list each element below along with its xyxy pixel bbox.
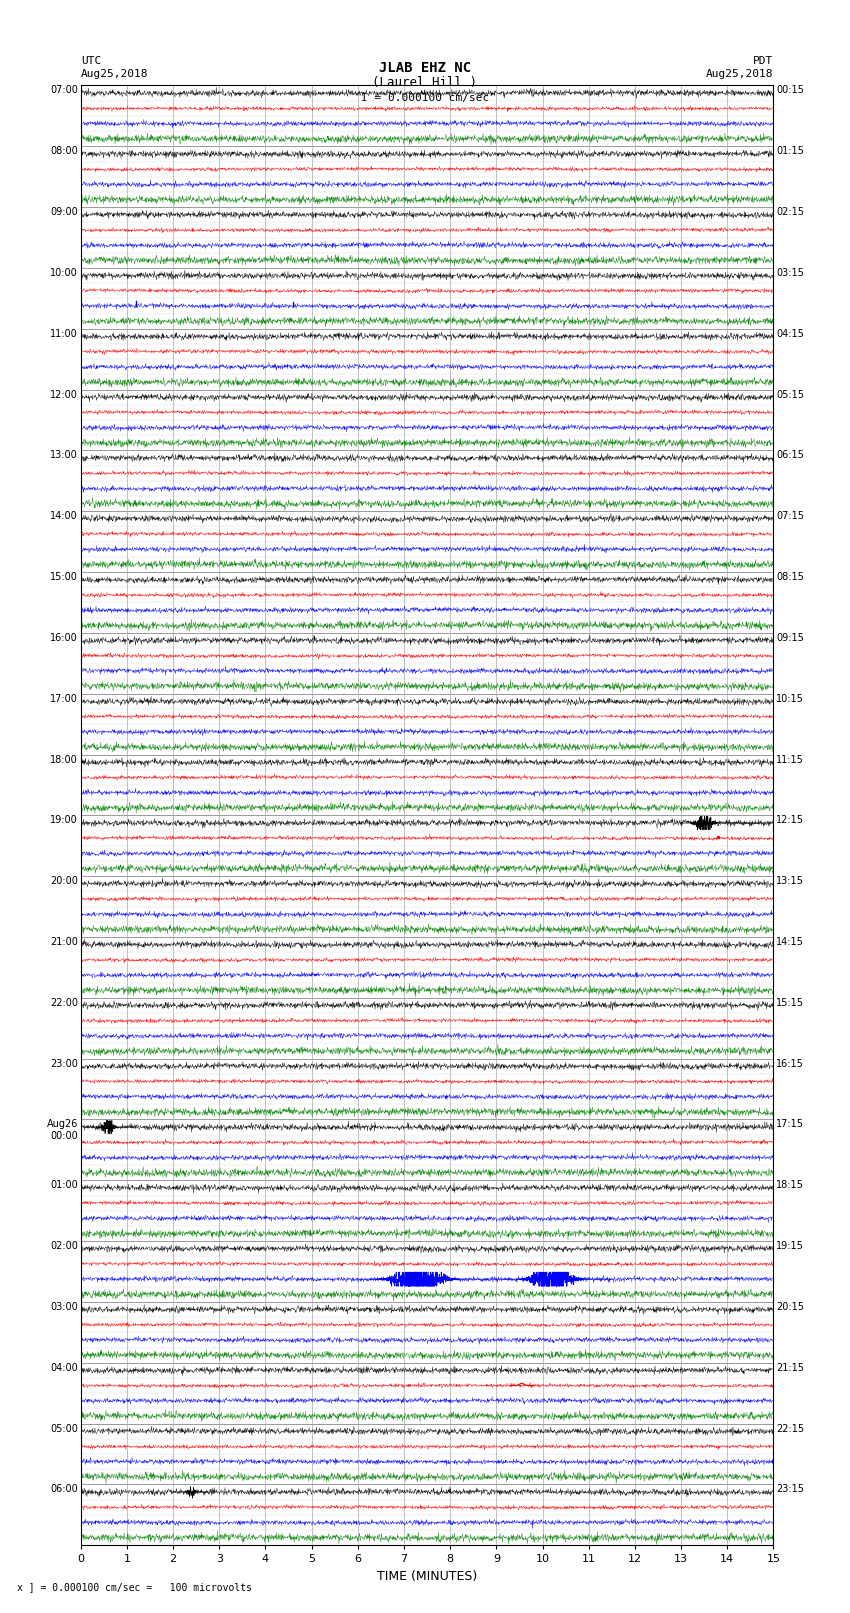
Text: JLAB EHZ NC: JLAB EHZ NC <box>379 61 471 74</box>
Text: I = 0.000100 cm/sec: I = 0.000100 cm/sec <box>361 94 489 103</box>
Text: x ] = 0.000100 cm/sec =   100 microvolts: x ] = 0.000100 cm/sec = 100 microvolts <box>17 1582 252 1592</box>
X-axis label: TIME (MINUTES): TIME (MINUTES) <box>377 1569 477 1582</box>
Text: Aug25,2018: Aug25,2018 <box>81 69 148 79</box>
Text: Aug25,2018: Aug25,2018 <box>706 69 774 79</box>
Text: UTC: UTC <box>81 56 101 66</box>
Text: PDT: PDT <box>753 56 774 66</box>
Text: (Laurel Hill ): (Laurel Hill ) <box>372 76 478 89</box>
